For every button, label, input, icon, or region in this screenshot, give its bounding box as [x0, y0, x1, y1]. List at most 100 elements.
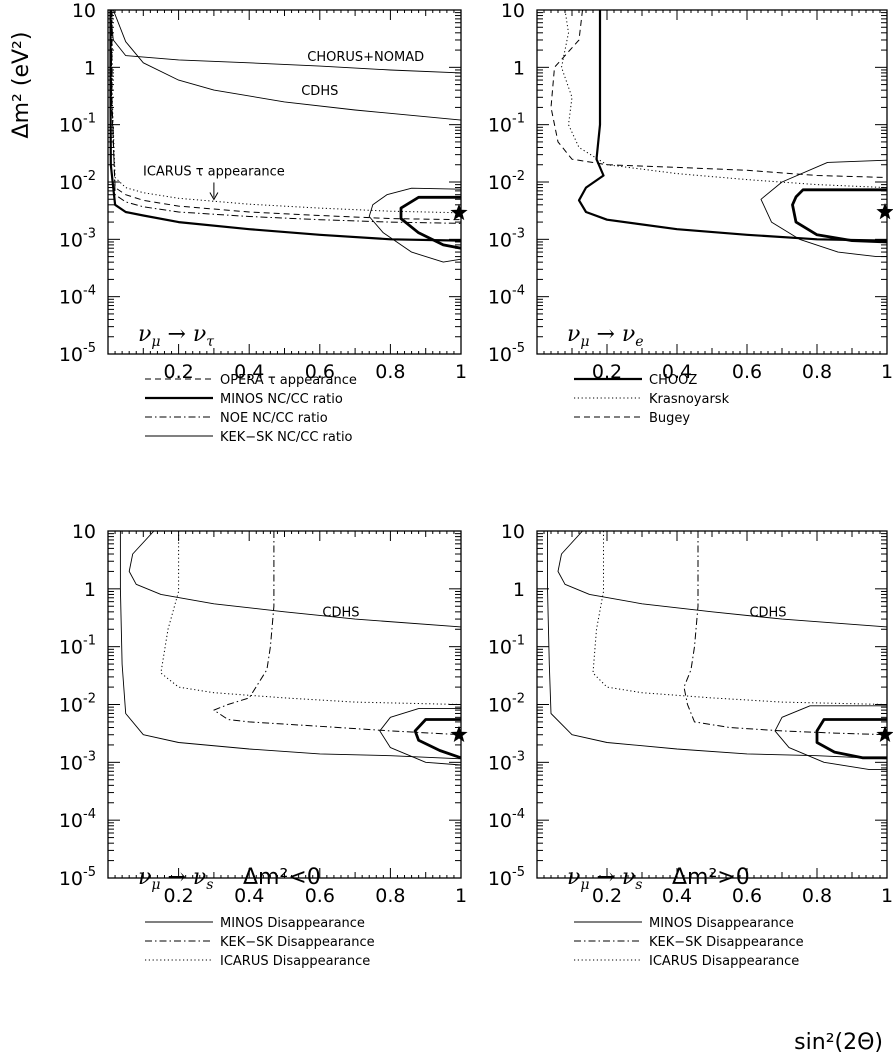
legend-label-kek-sk-disappearance: KEK−SK Disappearance: [649, 935, 804, 950]
legend-label-minos-nc-cc-ratio: MINOS NC/CC ratio: [220, 392, 343, 407]
plot-frame: [536, 530, 888, 879]
y-tick-label: 10: [501, 521, 525, 543]
y-tick-label: 10: [72, 0, 96, 22]
panel-bottom-right: 0.2 0.4 0.6 0.8 1 10 1 10-1 10-2 10-3 10-4 10-5 CDHS…: [488, 521, 893, 969]
curve-chorus-nomad: [109, 10, 461, 74]
y-tick-label: 10-1: [488, 634, 525, 659]
annotation-cdhs: CDHS: [322, 606, 359, 621]
x-tick-label: 0.8: [802, 361, 832, 383]
y-tick-label: 10-4: [488, 284, 525, 309]
curve-minos-disappearance: [119, 531, 461, 760]
x-tick-label: 0.4: [234, 361, 264, 383]
legend-label-bugey: Bugey: [649, 411, 690, 426]
y-tick-label: 10-5: [488, 341, 525, 366]
y-tick-label: 10-4: [488, 807, 525, 832]
panel-bottom-left: 0.2 0.4 0.6 0.8 1 10 1 10-1 10-2 10-3 10-4 10-5 CDHS…: [59, 521, 468, 969]
x-tick-label: 0.6: [305, 885, 335, 907]
annotation-icarus-appearance: ICARUS τ appearance: [143, 164, 285, 179]
curves: [547, 531, 887, 771]
legend-label-icarus-disappearance: ICARUS Disappearance: [649, 954, 799, 969]
y-tick-label: 10-1: [59, 634, 96, 659]
x-tick-label: 0.4: [234, 885, 264, 907]
y-tick-label: 1: [513, 57, 525, 79]
x-tick-label: 1: [455, 885, 467, 907]
annotation-cdhs: CDHS: [749, 606, 786, 621]
y-tick-label: 10-1: [59, 112, 96, 137]
best-fit-star-marker: [876, 203, 893, 220]
curve-kek-sk-disappearance: [683, 531, 887, 736]
x-tick-label: 0.2: [592, 885, 622, 907]
curve-cdhs: [128, 531, 461, 628]
annotation-cdhs: CDHS: [301, 84, 338, 99]
y-tick-label: 10-5: [488, 865, 525, 890]
plot-frame: [107, 530, 462, 879]
curve-noe-nc-cc-ratio: [111, 10, 461, 224]
x-tick-label: 0.6: [732, 885, 762, 907]
curve-kek-sk-allowed-region-inner: [413, 718, 461, 760]
y-tick-label: 10-5: [59, 341, 96, 366]
best-fit-star-marker: [876, 725, 893, 742]
curve-chooz: [577, 10, 887, 242]
curves: [109, 10, 461, 263]
legend-label-chooz: CHOOZ: [649, 373, 697, 388]
y-tick-label: 10-4: [59, 284, 96, 309]
plot-frame: [536, 9, 888, 355]
process-label: νμ → νe: [567, 322, 644, 350]
legend-label-opera-appearance: OPERA τ appearance: [220, 373, 357, 388]
x-tick-label: 0.8: [802, 885, 832, 907]
x-tick-label: 0.8: [375, 885, 405, 907]
y-tick-label: 10-2: [488, 692, 525, 717]
x-tick-label: 1: [455, 361, 467, 383]
x-tick-label: 0.4: [662, 885, 692, 907]
curve-kek-sk-allowed-region-outer: [368, 187, 461, 263]
x-axis-title: sin²(2Θ): [794, 1030, 883, 1055]
y-tick-label: 10-3: [59, 226, 96, 251]
y-tick-label: 1: [84, 579, 96, 601]
curve-icarus-disappearance: [592, 531, 887, 705]
y-tick-label: 1: [84, 57, 96, 79]
y-tick-label: 10-1: [488, 112, 525, 137]
curve-kek-sk-disappearance: [213, 531, 461, 736]
curve-bugey: [550, 10, 887, 178]
y-tick-label: 10-5: [59, 865, 96, 890]
y-axis-title: Δm² (eV²): [9, 32, 34, 139]
x-tick-label: 1: [881, 361, 893, 383]
y-tick-label: 10-2: [59, 692, 96, 717]
legend-label-kek-sk-nc-cc-ratio: KEK−SK NC/CC ratio: [220, 430, 353, 445]
panel-top-right: 0.2 0.4 0.6 0.8 1 10 1 10-1 10-2 10-3 10-4 10-5 νμ →…: [488, 0, 893, 426]
y-tick-label: 10-3: [59, 749, 96, 774]
best-fit-star-marker: [450, 203, 468, 221]
legend-label-kek-sk-disappearance: KEK−SK Disappearance: [220, 935, 375, 950]
curve-minos-disappearance: [547, 531, 887, 760]
curve-cdhs: [112, 10, 461, 121]
legend-label-icarus-disappearance: ICARUS Disappearance: [220, 954, 370, 969]
y-tick-label: 10-2: [59, 169, 96, 194]
x-tick-label: 0.2: [163, 361, 193, 383]
curves: [119, 531, 461, 766]
annotation-arrow-head: [209, 192, 219, 201]
y-tick-label: 10-2: [488, 169, 525, 194]
x-tick-label: 0.2: [163, 885, 193, 907]
x-tick-label: 0.6: [732, 361, 762, 383]
curve-kek-sk-allowed-region-outer: [774, 705, 887, 771]
y-tick-label: 10-3: [488, 226, 525, 251]
curve-icarus-appearance: [111, 10, 461, 214]
legend-label-noe-nc-cc-ratio: NOE NC/CC ratio: [220, 411, 328, 426]
process-label: νμ → νs: [567, 865, 642, 893]
y-tick-label: 10-3: [488, 749, 525, 774]
legend-label-minos-disappearance: MINOS Disappearance: [220, 916, 365, 931]
curve-kek-sk-allowed-region-outer: [379, 708, 461, 766]
y-tick-label: 10-4: [59, 807, 96, 832]
process-condition: Δm²>0: [672, 865, 750, 890]
curve-kek-sk-allowed-region-inner: [815, 718, 887, 760]
process-label: νμ → νs: [138, 865, 213, 893]
x-tick-label: 0.8: [375, 361, 405, 383]
y-tick-label: 10: [501, 0, 525, 22]
curves: [550, 10, 887, 258]
curve-krasnoyarsk: [561, 10, 887, 189]
y-tick-label: 10: [72, 521, 96, 543]
x-tick-label: 0.4: [662, 361, 692, 383]
curve-kek-sk-allowed-region-inner: [399, 195, 461, 250]
process-condition: Δm²<0: [243, 865, 321, 890]
